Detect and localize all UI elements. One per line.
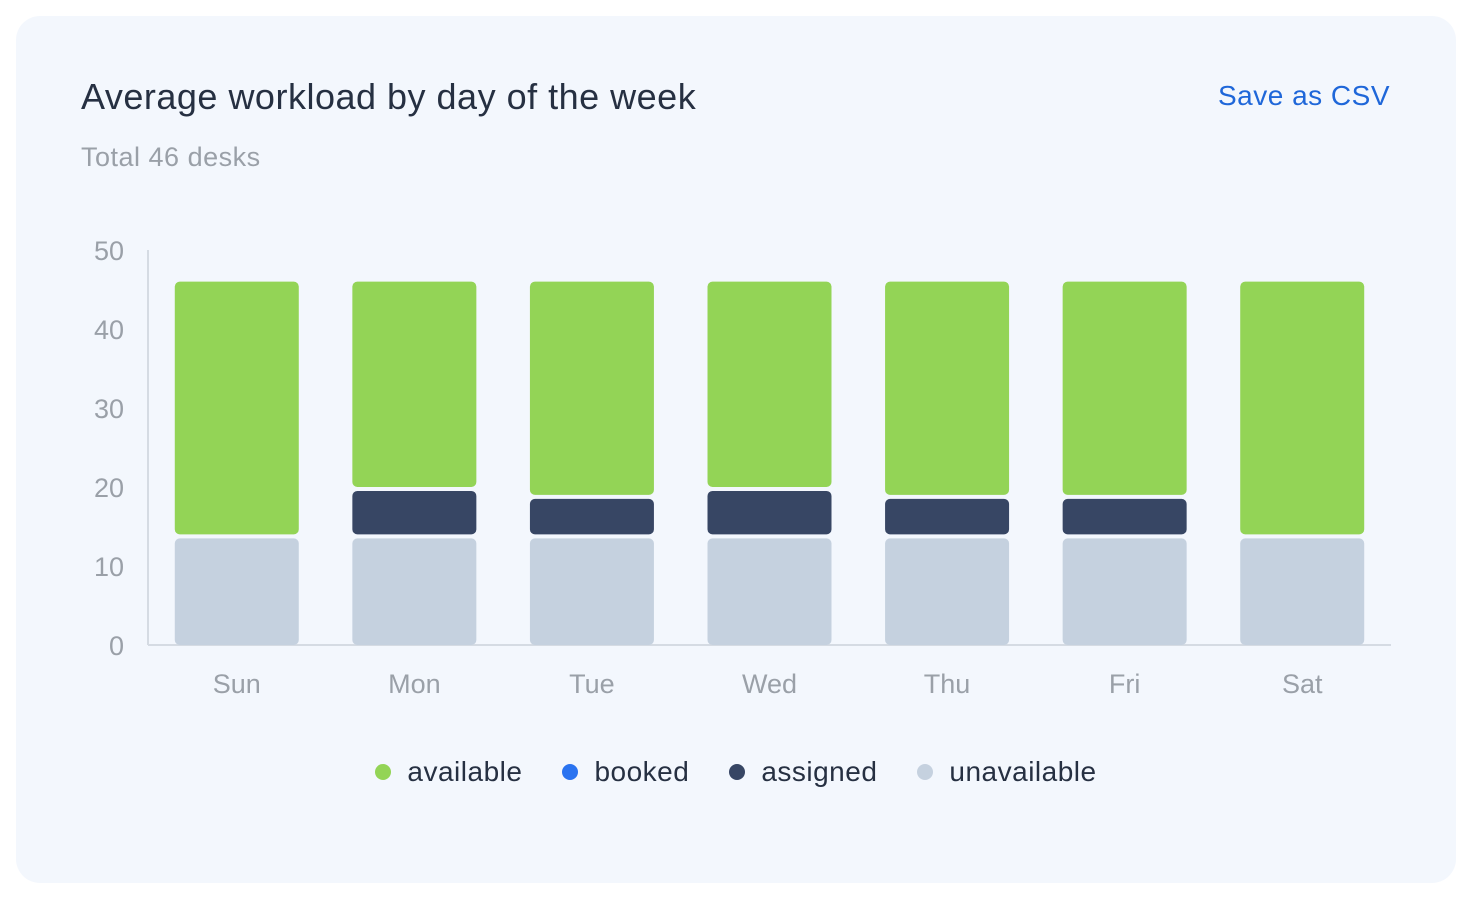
legend-item-booked[interactable]: booked <box>562 756 689 788</box>
legend-label-unavailable: unavailable <box>949 756 1097 787</box>
bar-available-sat[interactable] <box>1240 281 1365 535</box>
x-tick-label: Fri <box>1109 669 1140 699</box>
bar-available-fri[interactable] <box>1062 281 1187 495</box>
stacked-bar-chart: 0 10 20 30 40 50 Sun Mon Tue Wed Thu Fri Sat <box>94 236 1391 699</box>
y-tick-label: 50 <box>94 236 124 266</box>
bar-available-mon[interactable] <box>352 281 477 487</box>
chart-subtitle: Total 46 desks <box>81 142 261 172</box>
bar-available-tue[interactable] <box>529 281 654 495</box>
bar-available-thu[interactable] <box>885 281 1010 495</box>
legend-label-available: available <box>407 756 523 787</box>
bar-unavailable-sun[interactable] <box>174 538 299 645</box>
x-tick-label: Thu <box>924 669 971 699</box>
save-as-csv-link[interactable]: Save as CSV <box>1217 80 1390 111</box>
bar-unavailable-thu[interactable] <box>885 538 1010 645</box>
bar-unavailable-sat[interactable] <box>1240 538 1365 645</box>
legend-item-assigned[interactable]: assigned <box>729 756 877 788</box>
bar-assigned-thu[interactable] <box>885 498 1010 535</box>
chart-legend: available booked assigned unavailable <box>16 756 1456 788</box>
x-tick-label: Sun <box>213 669 261 699</box>
bar-assigned-tue[interactable] <box>529 498 654 535</box>
x-tick-label: Mon <box>388 669 441 699</box>
legend-dot-unavailable <box>917 764 934 780</box>
legend-label-assigned: assigned <box>761 756 878 787</box>
legend-dot-booked <box>562 764 579 780</box>
x-tick-label: Sat <box>1282 669 1323 699</box>
legend-item-available[interactable]: available <box>375 756 522 788</box>
bar-assigned-fri[interactable] <box>1062 498 1187 535</box>
y-tick-label: 10 <box>94 552 124 582</box>
x-tick-label: Tue <box>569 669 615 699</box>
chart-title: Average workload by day of the week <box>81 76 697 117</box>
legend-dot-assigned <box>729 764 746 780</box>
bar-available-sun[interactable] <box>174 281 299 535</box>
y-tick-label: 40 <box>94 315 124 345</box>
bar-available-wed[interactable] <box>707 281 832 487</box>
legend-dot-available <box>375 764 392 780</box>
bar-unavailable-fri[interactable] <box>1062 538 1187 645</box>
bar-unavailable-wed[interactable] <box>707 538 832 645</box>
y-tick-label: 20 <box>94 473 124 503</box>
workload-card: Average workload by day of the week Tota… <box>16 16 1456 883</box>
bar-unavailable-mon[interactable] <box>352 538 477 645</box>
legend-item-unavailable[interactable]: unavailable <box>917 756 1096 788</box>
bar-unavailable-tue[interactable] <box>529 538 654 645</box>
legend-label-booked: booked <box>594 756 690 787</box>
y-tick-label: 30 <box>94 394 124 424</box>
bar-assigned-mon[interactable] <box>352 490 477 535</box>
y-tick-label: 0 <box>109 631 124 661</box>
bar-assigned-wed[interactable] <box>707 490 832 535</box>
x-tick-label: Wed <box>742 669 797 699</box>
